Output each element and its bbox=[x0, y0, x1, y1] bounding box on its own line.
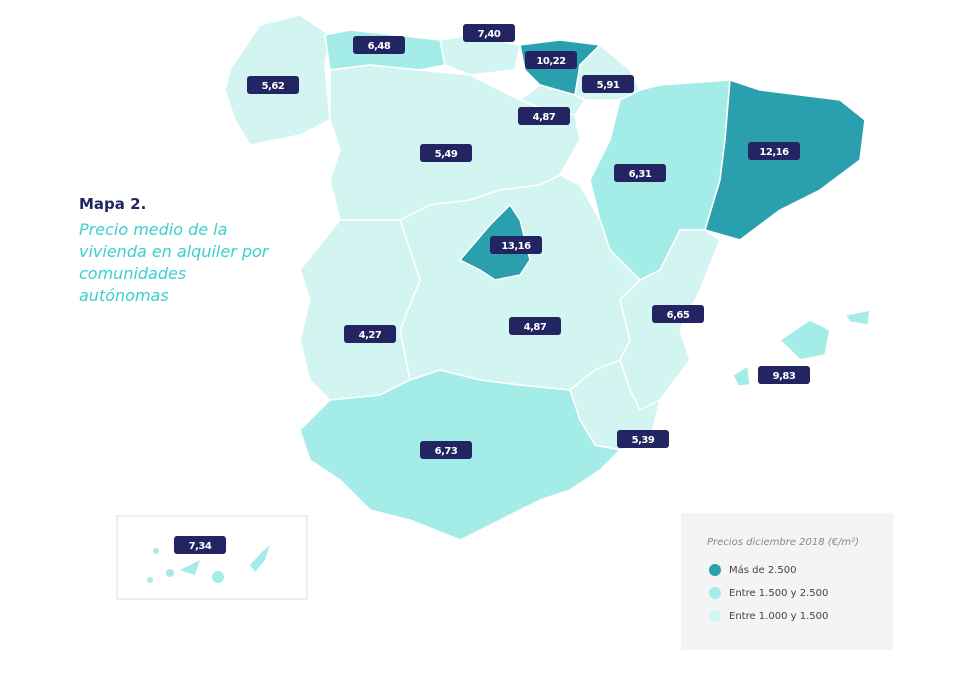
value-label: 5,91 bbox=[582, 75, 634, 93]
label-text: 4,27 bbox=[359, 330, 382, 341]
value-label: 6,48 bbox=[353, 36, 405, 54]
value-label: 4,87 bbox=[518, 107, 570, 125]
label-text: 9,83 bbox=[773, 371, 796, 382]
label-box bbox=[652, 305, 704, 323]
value-label: 10,22 bbox=[525, 51, 577, 69]
label-text: 4,87 bbox=[524, 322, 547, 333]
canarias-box bbox=[116, 515, 308, 600]
island bbox=[212, 571, 224, 583]
value-label: 13,16 bbox=[490, 236, 542, 254]
label-text: 13,16 bbox=[501, 241, 531, 252]
regions bbox=[116, 14, 871, 600]
label-box bbox=[463, 24, 515, 42]
island bbox=[166, 569, 174, 577]
label-box bbox=[748, 142, 800, 160]
label-text: 5,91 bbox=[597, 80, 620, 91]
label-box bbox=[617, 430, 669, 448]
value-label: 12,16 bbox=[748, 142, 800, 160]
legend-box bbox=[681, 513, 893, 650]
label-text: 5,49 bbox=[435, 149, 458, 160]
label-box bbox=[582, 75, 634, 93]
value-label: 4,87 bbox=[509, 317, 561, 335]
label-text: 7,34 bbox=[189, 541, 212, 552]
label-text: 5,39 bbox=[632, 435, 655, 446]
label-box bbox=[353, 36, 405, 54]
label-text: 6,48 bbox=[368, 41, 391, 52]
value-label: 6,31 bbox=[614, 164, 666, 182]
label-text: 10,22 bbox=[536, 56, 566, 67]
value-label: 6,73 bbox=[420, 441, 472, 459]
label-text: 6,65 bbox=[667, 310, 690, 321]
label-box bbox=[420, 144, 472, 162]
label-text: 5,62 bbox=[262, 81, 285, 92]
value-label: 5,39 bbox=[617, 430, 669, 448]
island bbox=[180, 560, 200, 575]
value-labels: 5,62 6,48 7,40 10,22 5,91 4,87 5,49 12,16 6,31 13… bbox=[174, 24, 810, 554]
legend-swatch bbox=[709, 587, 721, 599]
extremadura bbox=[299, 219, 421, 401]
label-text: 6,73 bbox=[435, 446, 458, 457]
island bbox=[250, 545, 270, 572]
label-box bbox=[614, 164, 666, 182]
label-box bbox=[247, 76, 299, 94]
value-label: 7,40 bbox=[463, 24, 515, 42]
label-box bbox=[525, 51, 577, 69]
map-title: Precio medio de la vivienda en alquiler … bbox=[79, 220, 269, 305]
value-label: 4,27 bbox=[344, 325, 396, 343]
menorca bbox=[844, 309, 871, 326]
value-label: 9,83 bbox=[758, 366, 810, 384]
label-text: 7,40 bbox=[478, 29, 501, 40]
legend: Precios diciembre 2018 (€/m²) Más de 2.5… bbox=[707, 537, 859, 622]
label-box bbox=[420, 441, 472, 459]
island bbox=[147, 577, 153, 583]
value-label: 7,34 bbox=[174, 536, 226, 554]
legend-item: Más de 2.500 bbox=[729, 564, 796, 576]
value-label: 5,62 bbox=[247, 76, 299, 94]
island bbox=[153, 548, 159, 554]
label-box bbox=[518, 107, 570, 125]
legend-swatch bbox=[709, 610, 721, 622]
label-box bbox=[174, 536, 226, 554]
label-box bbox=[758, 366, 810, 384]
label-box bbox=[509, 317, 561, 335]
label-text: 12,16 bbox=[759, 147, 789, 158]
label-text: 6,31 bbox=[629, 169, 652, 180]
mallorca bbox=[779, 319, 831, 361]
legend-item: Entre 1.500 y 2.500 bbox=[729, 588, 828, 599]
map-number: Mapa 2. bbox=[79, 195, 147, 213]
label-box bbox=[344, 325, 396, 343]
label-box bbox=[490, 236, 542, 254]
legend-title: Precios diciembre 2018 (€/m²) bbox=[707, 537, 859, 548]
ibiza bbox=[732, 365, 751, 387]
label-text: 4,87 bbox=[533, 112, 556, 123]
canarias bbox=[147, 545, 270, 583]
value-label: 5,49 bbox=[420, 144, 472, 162]
value-label: 6,65 bbox=[652, 305, 704, 323]
legend-swatch bbox=[709, 564, 721, 576]
legend-item: Entre 1.000 y 1.500 bbox=[729, 611, 828, 622]
